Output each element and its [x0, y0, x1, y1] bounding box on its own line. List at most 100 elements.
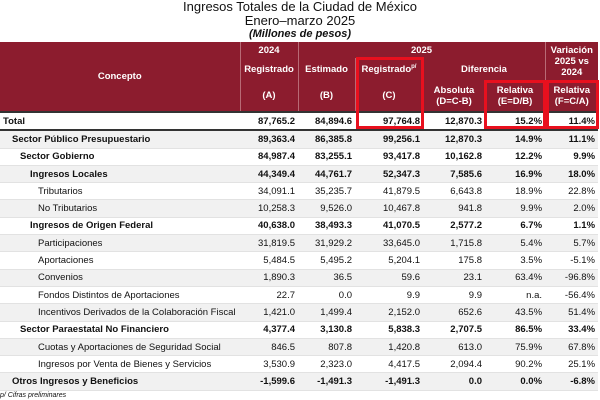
value-cell: 1,890.3 — [240, 269, 298, 287]
value-cell: 86,385.8 — [298, 130, 355, 149]
value-cell: 12,870.3 — [423, 110, 485, 132]
value-cell: 5.7% — [545, 234, 599, 253]
value-cell: 4,417.5 — [355, 355, 423, 374]
value-cell: 652.6 — [423, 303, 485, 322]
header-text: (F=C/A) — [554, 95, 589, 107]
table-row: Total 87,765.2 84,894.6 97,764.8 12,870.3 15.… — [0, 110, 599, 132]
concept-cell: Total — [0, 110, 240, 132]
value-cell: 10,258.3 — [240, 199, 298, 218]
header-cell: Absoluta (D=C-B) — [422, 80, 485, 112]
value-cell: 83,255.1 — [298, 148, 355, 166]
header-cell: 2025 — [297, 42, 546, 58]
value-cell: -1,599.6 — [240, 372, 298, 391]
value-cell: 12,870.3 — [423, 130, 485, 149]
value-cell: 25.1% — [545, 355, 599, 374]
table-row: Participaciones 31,819.5 31,929.2 33,645.0 1… — [0, 234, 599, 253]
value-cell: 22.8% — [545, 182, 599, 201]
value-cell: 10,162.8 — [423, 148, 485, 166]
value-cell: 23.1 — [423, 269, 485, 287]
value-cell: 33.4% — [545, 321, 599, 339]
value-cell: -1,491.3 — [355, 372, 423, 391]
concept-cell: Ingresos de Origen Federal — [0, 217, 240, 236]
header-cell: Variación 2025 vs 2024 — [544, 42, 599, 80]
value-cell: 89,363.4 — [240, 130, 298, 149]
value-cell: 93,417.8 — [355, 148, 423, 166]
value-cell: 14.9% — [485, 130, 546, 149]
value-cell: 1,499.4 — [298, 303, 355, 322]
value-cell: 2,577.2 — [423, 217, 485, 236]
value-cell: 63.4% — [485, 269, 546, 287]
concept-cell: Ingresos por Venta de Bienes y Servicios — [0, 355, 240, 374]
concept-cell: Participaciones — [0, 234, 240, 253]
header-cell: Estimado — [297, 58, 355, 80]
value-cell: 11.4% — [545, 110, 599, 132]
value-cell: 97,764.8 — [355, 110, 423, 132]
value-cell: 2.0% — [545, 199, 599, 218]
header-cell: Diferencia — [422, 58, 546, 80]
value-cell: 9.9 — [423, 286, 485, 305]
value-cell: 41,879.5 — [355, 182, 423, 201]
table-row: Ingresos de Origen Federal 40,638.0 38,493… — [0, 217, 599, 236]
footnote: p/ Cifras preliminares — [0, 392, 67, 399]
table-row: Sector Paraestatal No Financiero 4,377.4 3… — [0, 321, 599, 339]
value-cell: 41,070.5 — [355, 217, 423, 236]
concept-cell: Incentivos Derivados de la Colaboración … — [0, 303, 240, 322]
value-cell: 4,377.4 — [240, 321, 298, 339]
concept-cell: Otros Ingresos y Beneficios — [0, 372, 240, 391]
value-cell: 5,495.2 — [298, 251, 355, 270]
value-cell: 10,467.8 — [355, 199, 423, 218]
header-cell: Registrado — [239, 58, 298, 80]
header-cell: Relativa (E=D/B) — [484, 80, 546, 112]
value-cell: 84,987.4 — [240, 148, 298, 166]
header-cell: (B) — [297, 80, 355, 112]
value-cell: 941.8 — [423, 199, 485, 218]
header-cell: 2024 — [239, 42, 298, 58]
value-cell: 22.7 — [240, 286, 298, 305]
value-cell: 7,585.6 — [423, 165, 485, 184]
concept-cell: Sector Público Presupuestario — [0, 130, 240, 149]
value-cell: 11.1% — [545, 130, 599, 149]
value-cell: 2,152.0 — [355, 303, 423, 322]
value-cell: -6.8% — [545, 372, 599, 391]
value-cell: -1,491.3 — [298, 372, 355, 391]
table-row: Tributarios 34,091.1 35,235.7 41,879.5 6,643… — [0, 182, 599, 201]
value-cell: 51.4% — [545, 303, 599, 322]
value-cell: 0.0% — [485, 372, 546, 391]
value-cell: 15.2% — [485, 110, 546, 132]
value-cell: 9.9% — [545, 148, 599, 166]
table-row: Sector Gobierno 84,987.4 83,255.1 93,417.8 1… — [0, 148, 599, 166]
value-cell: 38,493.3 — [298, 217, 355, 236]
header-cell: Relativa (F=C/A) — [544, 80, 599, 112]
value-cell: 1,715.8 — [423, 234, 485, 253]
value-cell: 613.0 — [423, 338, 485, 357]
value-cell: 2,094.4 — [423, 355, 485, 374]
value-cell: 86.5% — [485, 321, 546, 339]
subtitle: Enero–marzo 2025 — [244, 13, 356, 28]
value-cell: 1,420.8 — [355, 338, 423, 357]
value-cell: 0.0 — [423, 372, 485, 391]
value-cell: 9.9% — [485, 199, 546, 218]
value-cell: 44,349.4 — [240, 165, 298, 184]
title: Ingresos Totales de la Ciudad de México — [183, 0, 417, 14]
header-cell: Registradop/ — [354, 58, 423, 80]
table-row: Incentivos Derivados de la Colaboración … — [0, 303, 599, 322]
value-cell: 5.4% — [485, 234, 546, 253]
value-cell: 67.8% — [545, 338, 599, 357]
header-text: Registrado — [361, 64, 412, 76]
value-cell: 175.8 — [423, 251, 485, 270]
concept-cell: No Tributarios — [0, 199, 240, 218]
value-cell: 5,838.3 — [355, 321, 423, 339]
value-cell: 9.9 — [355, 286, 423, 305]
value-cell: 90.2% — [485, 355, 546, 374]
value-cell: 6,643.8 — [423, 182, 485, 201]
value-cell: 16.9% — [485, 165, 546, 184]
concept-cell: Fondos Distintos de Aportaciones — [0, 286, 240, 305]
value-cell: 40,638.0 — [240, 217, 298, 236]
header-text: Relativa — [553, 84, 590, 96]
value-cell: -56.4% — [545, 286, 599, 305]
value-cell: -5.1% — [545, 251, 599, 270]
value-cell: 99,256.1 — [355, 130, 423, 149]
value-cell: 0.0 — [298, 286, 355, 305]
value-cell: 34,091.1 — [240, 182, 298, 201]
value-cell: n.a. — [485, 286, 546, 305]
